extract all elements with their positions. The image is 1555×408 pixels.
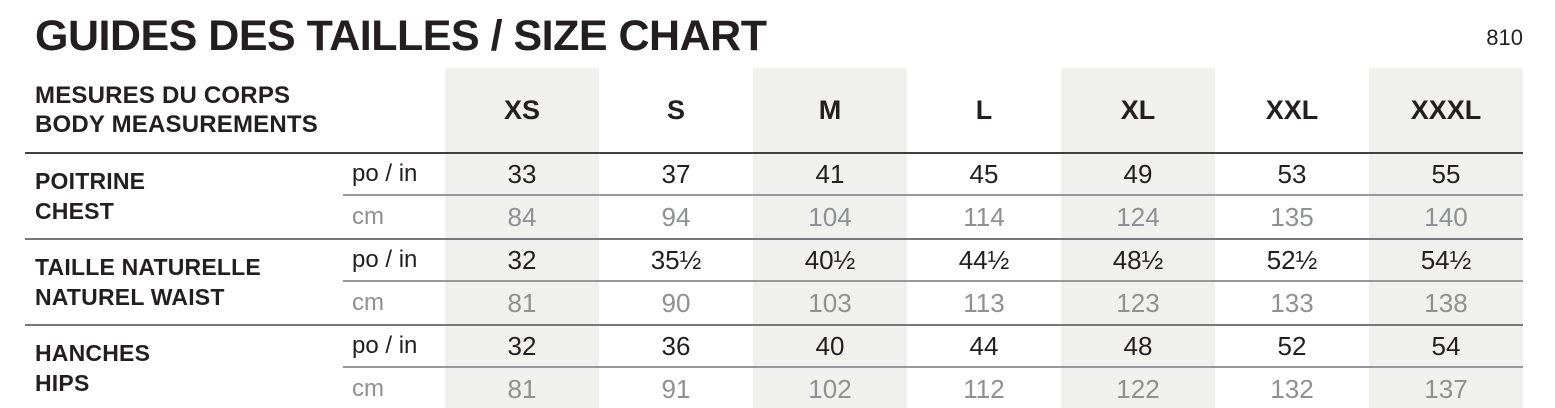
inch-value-cell: 41 [753, 154, 907, 196]
page-title: GUIDES DES TAILLES / SIZE CHART [35, 12, 767, 60]
cm-value-cell: 91 [661, 373, 691, 404]
cm-value-cell: 114 [963, 201, 1005, 232]
cm-value-cell: 132 [1270, 373, 1314, 404]
inch-value-cell: 49 [1061, 154, 1215, 196]
inch-value-cell: 52½ [1215, 240, 1369, 282]
unit-label-inches: po / in [343, 240, 445, 282]
cm-value-cell: 104 [753, 196, 907, 238]
inch-value-cell: 55 [1369, 154, 1523, 196]
measure-row-label-chest: POITRINE CHEST [25, 154, 343, 238]
cm-value-cell: 81 [445, 282, 599, 324]
cm-value-cell: 113 [963, 287, 1005, 318]
measurements-header-en: BODY MEASUREMENTS [35, 111, 318, 138]
cm-value-cell: 81 [445, 368, 599, 408]
cm-value-cell: 84 [445, 196, 599, 238]
inch-value-cell: 32 [445, 326, 599, 368]
cm-value-cell: 124 [1061, 196, 1215, 238]
label-fr: HANCHES [35, 340, 151, 366]
inch-value-cell: 33 [445, 154, 599, 196]
cm-value-cell: 102 [753, 368, 907, 408]
cm-value-cell: 137 [1369, 368, 1523, 408]
inch-value-cell: 36 [599, 326, 753, 368]
measurements-header: MESURES DU CORPS BODY MEASUREMENTS [25, 68, 445, 152]
cm-value-cell: 133 [1270, 287, 1314, 318]
measure-block-chest: POITRINE CHEST po / in 33 37 41 45 49 53… [25, 154, 1523, 238]
inch-value-cell: 52 [1215, 326, 1369, 368]
label-fr: TAILLE NATURELLE [35, 254, 261, 280]
size-header-row: MESURES DU CORPS BODY MEASUREMENTS XS S … [25, 68, 1523, 154]
cm-value-cell: 90 [661, 287, 691, 318]
inch-value-cell: 48 [1061, 326, 1215, 368]
size-col-header-xl: XL [1061, 68, 1215, 152]
inch-value-cell: 44½ [907, 240, 1061, 282]
cm-value-cell: 94 [661, 201, 691, 232]
cm-value-cell: 135 [1270, 201, 1314, 232]
unit-label-cm: cm [352, 203, 384, 230]
unit-label-cm: cm [352, 375, 384, 402]
cm-value-cell: 103 [753, 282, 907, 324]
measure-block-hips: HANCHES HIPS po / in 32 36 40 44 48 52 5… [25, 324, 1523, 408]
label-en: NATUREL WAIST [35, 284, 225, 310]
label-en: CHEST [35, 198, 114, 224]
inch-value-cell: 54 [1369, 326, 1523, 368]
inch-value-cell: 40 [753, 326, 907, 368]
measure-block-waist: TAILLE NATURELLE NATUREL WAIST po / in 3… [25, 238, 1523, 324]
inch-value-cell: 40½ [753, 240, 907, 282]
inch-value-cell: 45 [907, 154, 1061, 196]
unit-label-inches: po / in [343, 326, 445, 368]
label-en: HIPS [35, 370, 90, 396]
size-chart-table: MESURES DU CORPS BODY MEASUREMENTS XS S … [25, 68, 1523, 408]
inch-value-cell: 54½ [1369, 240, 1523, 282]
inch-value-cell: 37 [599, 154, 753, 196]
measure-row-label-hips: HANCHES HIPS [25, 326, 343, 408]
cm-value-cell: 123 [1061, 282, 1215, 324]
measure-row-label-waist: TAILLE NATURELLE NATUREL WAIST [25, 240, 343, 324]
inch-value-cell: 32 [445, 240, 599, 282]
unit-label-cm: cm [352, 289, 384, 316]
size-col-header-s: S [666, 94, 685, 125]
cm-value-cell: 138 [1369, 282, 1523, 324]
size-col-header-xs: XS [445, 68, 599, 152]
size-col-header-xxxl: XXXL [1369, 68, 1523, 152]
title-bar: GUIDES DES TAILLES / SIZE CHART 810 [0, 0, 1555, 68]
label-fr: POITRINE [35, 168, 146, 194]
size-col-header-xxl: XXL [1265, 94, 1319, 125]
cm-value-cell: 140 [1369, 196, 1523, 238]
inch-value-cell: 53 [1215, 154, 1369, 196]
cm-value-cell: 112 [963, 373, 1005, 404]
inch-value-cell: 44 [907, 326, 1061, 368]
size-col-header-m: M [753, 68, 907, 152]
inch-value-cell: 48½ [1061, 240, 1215, 282]
cm-value-cell: 122 [1061, 368, 1215, 408]
page-number: 810 [1486, 25, 1523, 50]
measurements-header-fr: MESURES DU CORPS [35, 82, 291, 109]
size-col-header-l: L [975, 94, 993, 125]
inch-value-cell: 35½ [599, 240, 753, 282]
unit-label-inches: po / in [343, 154, 445, 196]
